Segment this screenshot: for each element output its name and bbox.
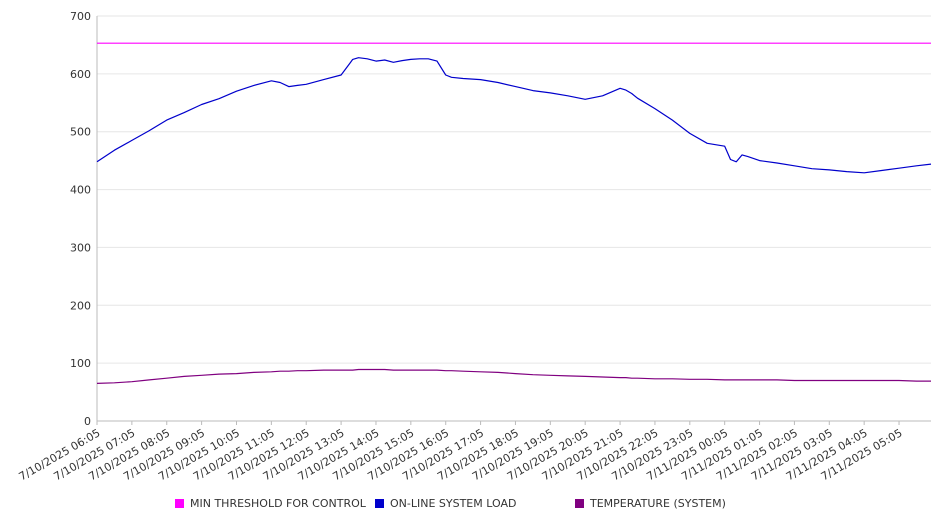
- y-tick-label: 500: [70, 126, 91, 139]
- legend-item-temperature[interactable]: TEMPERATURE (SYSTEM): [575, 497, 726, 510]
- legend-swatch-system-load: [375, 499, 384, 508]
- y-tick-label: 600: [70, 68, 91, 81]
- y-tick-label: 700: [70, 10, 91, 23]
- legend-label-temperature: TEMPERATURE (SYSTEM): [590, 497, 726, 510]
- y-tick-label: 100: [70, 357, 91, 370]
- series-line-system-load: [96, 57, 932, 174]
- legend-swatch-temperature: [575, 499, 584, 508]
- axes: [96, 16, 931, 425]
- legend-label-system-load: ON-LINE SYSTEM LOAD: [390, 497, 517, 510]
- grid-lines: [97, 15, 931, 364]
- legend-label-min-threshold: MIN THRESHOLD FOR CONTROL: [190, 497, 366, 510]
- y-tick-label: 0: [84, 415, 91, 428]
- legend: MIN THRESHOLD FOR CONTROL ON-LINE SYSTEM…: [0, 497, 946, 515]
- series-line-temperature: [96, 368, 931, 384]
- x-tick-labels: 7/10/2025 06:057/10/2025 07:057/10/2025 …: [17, 426, 905, 483]
- series-lines: [96, 42, 932, 384]
- legend-item-system-load[interactable]: ON-LINE SYSTEM LOAD: [375, 497, 516, 510]
- y-tick-label: 300: [70, 241, 91, 254]
- legend-swatch-min-threshold: [175, 499, 184, 508]
- y-tick-labels: 0 100 200 300 400 500 600 700: [70, 10, 91, 428]
- y-tick-label: 400: [70, 184, 91, 197]
- legend-item-min-threshold[interactable]: MIN THRESHOLD FOR CONTROL: [175, 497, 366, 510]
- y-tick-label: 200: [70, 299, 91, 312]
